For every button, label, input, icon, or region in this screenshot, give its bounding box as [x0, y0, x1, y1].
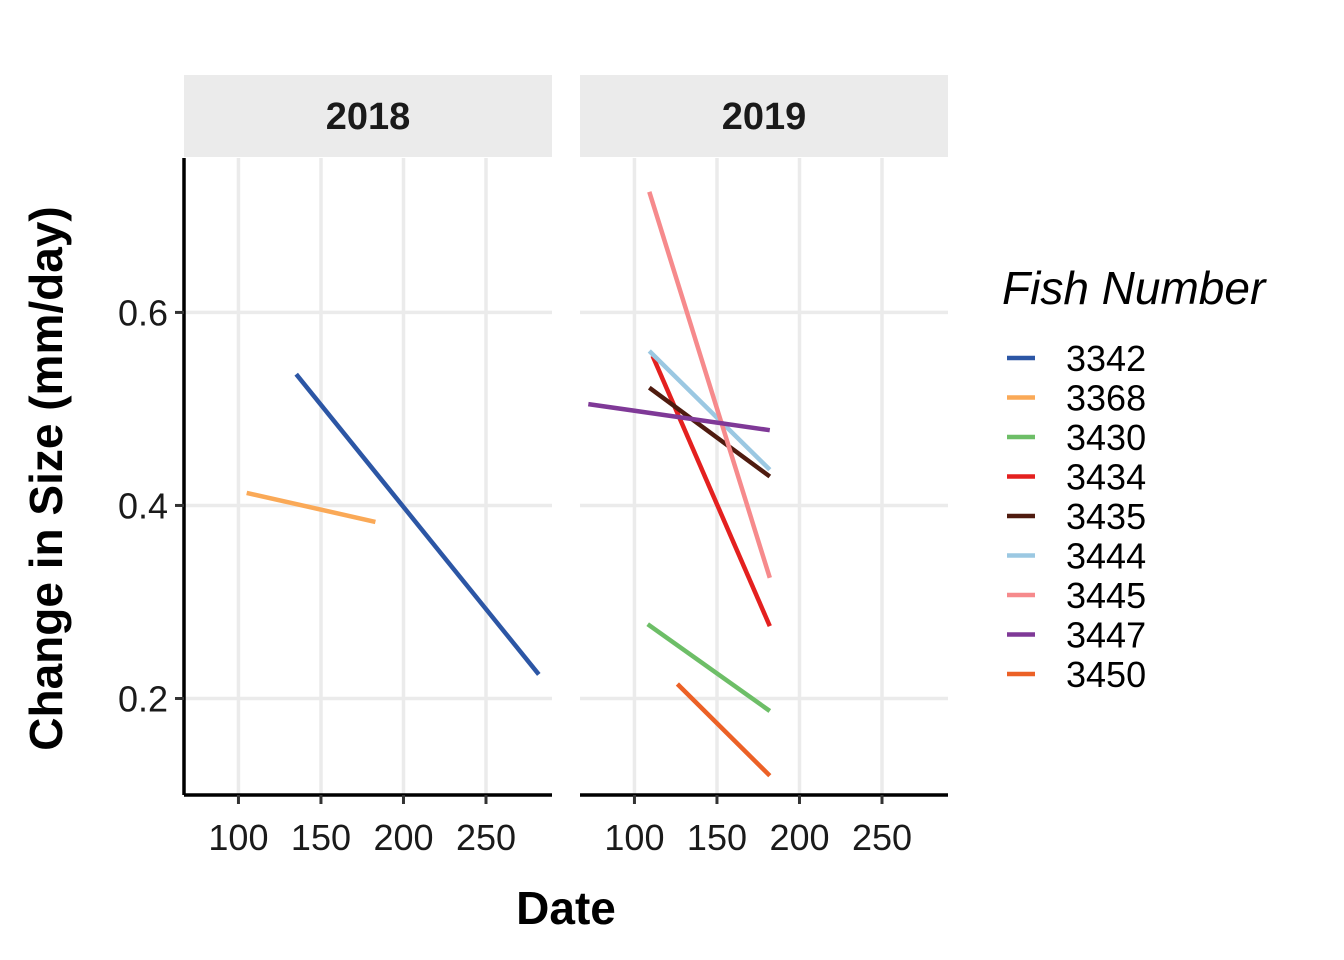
legend-item: 3444 — [1007, 536, 1146, 577]
legend-label: 3368 — [1066, 378, 1146, 419]
series-line-3342 — [294, 372, 541, 676]
y-tick-label: 0.2 — [118, 678, 168, 719]
legend-item: 3435 — [1007, 496, 1146, 537]
facet-strip — [184, 75, 552, 157]
legend-label: 3434 — [1066, 457, 1146, 498]
x-tick-label: 150 — [687, 817, 747, 858]
facet-strip — [580, 75, 948, 157]
facet-strip-label: 2018 — [326, 96, 411, 138]
facet-panel: 2019 100 150 200 250 — [580, 75, 948, 858]
legend-label: 3450 — [1066, 654, 1146, 695]
legend-item: 3447 — [1007, 615, 1146, 656]
x-axis-title: Date — [516, 882, 616, 934]
y-tick-label: 0.4 — [118, 485, 168, 526]
legend: Fish Number 3342336834303434343534443445… — [1002, 262, 1267, 695]
x-tick-label: 250 — [456, 817, 516, 858]
y-tick-label: 0.6 — [118, 292, 168, 333]
x-tick-label: 100 — [604, 817, 664, 858]
series-line-3447 — [587, 401, 771, 433]
legend-item: 3430 — [1007, 417, 1146, 458]
series-line-3444 — [647, 349, 772, 472]
series-line-3430 — [646, 622, 772, 713]
series-line-3450 — [675, 682, 772, 778]
legend-label: 3444 — [1066, 536, 1146, 577]
series-line-3445 — [647, 191, 772, 579]
legend-item: 3450 — [1007, 654, 1146, 695]
legend-item: 3434 — [1007, 457, 1146, 498]
y-axis: 0.2 0.4 0.6 — [118, 158, 186, 795]
facet-panels: 2018 100 150 200 250 2019 100 150 200 250 — [184, 75, 948, 858]
facet-strip-label: 2019 — [722, 96, 807, 138]
x-tick-label: 100 — [208, 817, 268, 858]
x-tick-label: 250 — [852, 817, 912, 858]
y-axis-title: Change in Size (mm/day) — [20, 206, 72, 750]
legend-item: 3342 — [1007, 338, 1146, 379]
legend-label: 3342 — [1066, 338, 1146, 379]
series-line-3434 — [650, 355, 772, 627]
legend-title: Fish Number — [1002, 262, 1267, 314]
legend-label: 3447 — [1066, 615, 1146, 656]
x-tick-label: 200 — [373, 817, 433, 858]
legend-item: 3368 — [1007, 378, 1146, 419]
legend-label: 3435 — [1066, 496, 1146, 537]
x-tick-label: 150 — [291, 817, 351, 858]
x-tick-label: 200 — [769, 817, 829, 858]
legend-item: 3445 — [1007, 575, 1146, 616]
series-line-3368 — [246, 490, 376, 525]
series-line-3435 — [647, 385, 772, 479]
legend-label: 3445 — [1066, 575, 1146, 616]
facet-panel: 2018 100 150 200 250 — [184, 75, 552, 858]
legend-label: 3430 — [1066, 417, 1146, 458]
